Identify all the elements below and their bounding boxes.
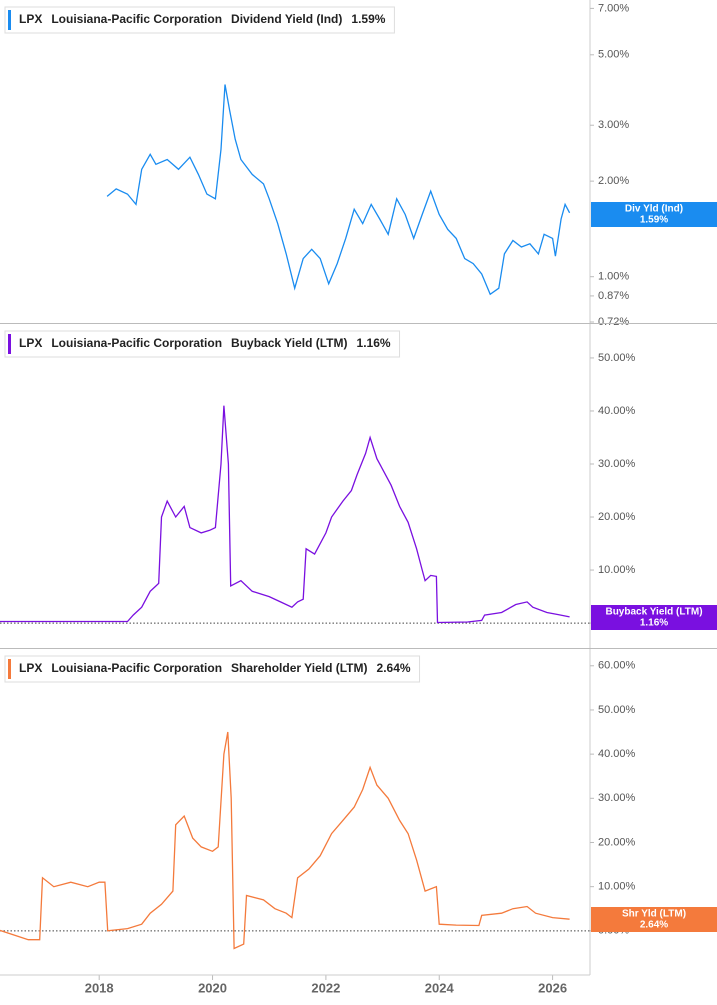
legend-ticker: LPX	[19, 661, 42, 675]
y-tick-label: 10.00%	[598, 564, 636, 576]
legend-metric: Dividend Yield (Ind)	[231, 12, 342, 26]
y-tick-label: 30.00%	[598, 792, 636, 804]
y-tick-label: 40.00%	[598, 405, 636, 417]
legend-value: 1.59%	[351, 12, 385, 26]
series-line	[106, 84, 571, 296]
legend-box	[4, 655, 421, 683]
legend-box	[4, 6, 395, 34]
value-badge	[591, 202, 717, 227]
series-line	[0, 405, 570, 624]
y-tick-label: 1.00%	[598, 271, 629, 283]
value-badge	[591, 907, 717, 932]
x-tick-label: 2018	[85, 980, 114, 995]
legend-value: 2.64%	[377, 661, 411, 675]
y-tick-label: 50.00%	[598, 352, 636, 364]
legend-color	[8, 659, 11, 679]
badge-value: 1.16%	[640, 618, 668, 629]
badge-name: Shr Yld (LTM)	[622, 909, 686, 920]
legend-company: Louisiana-Pacific Corporation	[51, 661, 222, 675]
y-tick-label: 5.00%	[598, 49, 629, 61]
legend-value: 1.16%	[357, 336, 391, 350]
y-tick-label: 20.00%	[598, 511, 636, 523]
legend-company: Louisiana-Pacific Corporation	[51, 336, 222, 350]
value-badge	[591, 605, 717, 630]
legend-ticker: LPX	[19, 336, 42, 350]
legend-ticker: LPX	[19, 12, 42, 26]
y-tick-label: 40.00%	[598, 748, 636, 760]
legend-metric: Shareholder Yield (LTM)	[231, 661, 367, 675]
y-tick-label: 0.72%	[598, 316, 629, 328]
y-tick-label: 0.87%	[598, 290, 629, 302]
x-tick-label: 2024	[425, 980, 455, 995]
y-tick-label: 60.00%	[598, 660, 636, 672]
legend: LPX Louisiana-Pacific Corporation Dividend…	[4, 6, 395, 34]
y-tick-label: 7.00%	[598, 2, 629, 14]
badge-value: 2.64%	[640, 920, 668, 931]
x-tick-label: 2026	[538, 980, 567, 995]
y-tick-label: 10.00%	[598, 881, 636, 893]
legend-color	[8, 10, 11, 30]
y-tick-label: 2.00%	[598, 175, 629, 187]
y-tick-label: 20.00%	[598, 836, 636, 848]
badge-name: Buyback Yield (LTM)	[605, 607, 702, 618]
badge-name: Div Yld (Ind)	[625, 204, 683, 215]
y-tick-label: 50.00%	[598, 704, 636, 716]
legend-company: Louisiana-Pacific Corporation	[51, 12, 222, 26]
series-line	[0, 731, 570, 950]
legend: LPX Louisiana-Pacific Corporation Buyback …	[4, 330, 401, 358]
legend-metric: Buyback Yield (LTM)	[231, 336, 347, 350]
x-tick-label: 2022	[311, 980, 340, 995]
legend-color	[8, 334, 11, 354]
x-tick-label: 2020	[198, 980, 227, 995]
legend: LPX Louisiana-Pacific Corporation Sharehol…	[4, 655, 421, 683]
y-tick-label: 30.00%	[598, 458, 636, 470]
legend-box	[4, 330, 401, 358]
y-tick-label: 3.00%	[598, 119, 629, 131]
badge-value: 1.59%	[640, 215, 668, 226]
